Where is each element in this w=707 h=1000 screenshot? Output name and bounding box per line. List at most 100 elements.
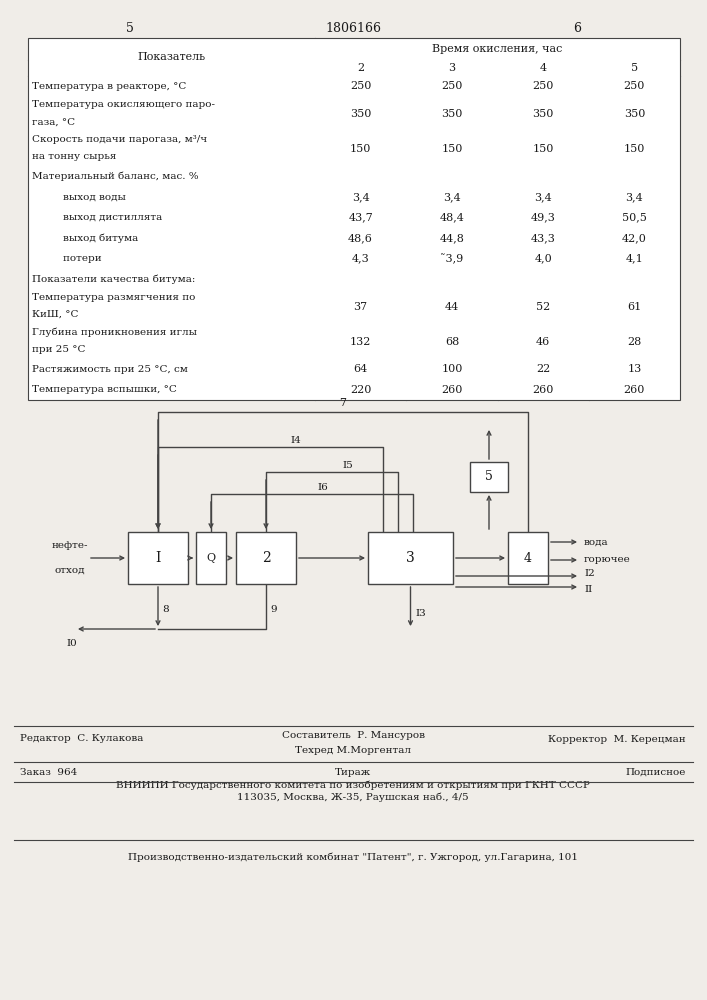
- Text: 42,0: 42,0: [622, 233, 647, 243]
- Text: Составитель  Р. Мансуров: Составитель Р. Мансуров: [281, 731, 424, 740]
- Text: 64: 64: [354, 364, 368, 374]
- Text: 3: 3: [448, 63, 455, 73]
- Text: 113035, Москва, Ж-35, Раушская наб., 4/5: 113035, Москва, Ж-35, Раушская наб., 4/5: [237, 792, 469, 802]
- Text: 4: 4: [539, 63, 547, 73]
- Text: 68: 68: [445, 337, 459, 347]
- Text: Корректор  М. Керецман: Корректор М. Керецман: [549, 736, 686, 744]
- Text: 49,3: 49,3: [531, 212, 556, 222]
- Text: Техред М.Моргентал: Техред М.Моргентал: [295, 746, 411, 755]
- Text: Температура вспышки, °С: Температура вспышки, °С: [32, 385, 177, 394]
- Text: Подписное: Подписное: [626, 768, 686, 777]
- Text: 6: 6: [573, 22, 581, 35]
- Text: I0: I0: [66, 639, 77, 648]
- Text: 350: 350: [624, 109, 645, 119]
- Text: потери: потери: [50, 254, 102, 263]
- Text: 8: 8: [162, 604, 169, 613]
- Text: I: I: [156, 551, 160, 565]
- Text: 48,4: 48,4: [440, 212, 464, 222]
- Text: Тираж: Тираж: [335, 768, 371, 777]
- Text: 3: 3: [406, 551, 415, 565]
- Text: 150: 150: [350, 144, 371, 154]
- Text: 150: 150: [624, 144, 645, 154]
- Text: 260: 260: [532, 385, 554, 395]
- Text: I6: I6: [317, 483, 328, 492]
- Text: I2: I2: [584, 570, 595, 578]
- Text: 9: 9: [270, 604, 276, 613]
- Text: Редактор  С. Кулакова: Редактор С. Кулакова: [20, 734, 144, 743]
- Text: 350: 350: [350, 109, 371, 119]
- Text: 2: 2: [262, 551, 270, 565]
- Text: 3,4: 3,4: [443, 192, 461, 202]
- Text: 100: 100: [441, 364, 462, 374]
- Text: 50,5: 50,5: [622, 212, 647, 222]
- Text: 3,4: 3,4: [626, 192, 643, 202]
- Text: 22: 22: [536, 364, 550, 374]
- Bar: [28, 38, 680, 400]
- Text: 4,1: 4,1: [626, 254, 643, 264]
- Text: КиШ, °С: КиШ, °С: [32, 310, 78, 319]
- Text: ˜3,9: ˜3,9: [440, 253, 464, 264]
- Text: выход битума: выход битума: [50, 233, 139, 243]
- Text: 250: 250: [624, 81, 645, 91]
- Text: Материальный баланс, мас. %: Материальный баланс, мас. %: [32, 172, 199, 181]
- Text: выход дистиллята: выход дистиллята: [50, 213, 162, 222]
- Text: 250: 250: [532, 81, 554, 91]
- Text: I3: I3: [416, 609, 426, 618]
- Text: I5: I5: [342, 461, 353, 470]
- Text: Растяжимость при 25 °С, см: Растяжимость при 25 °С, см: [32, 365, 188, 374]
- Text: 44: 44: [445, 302, 459, 312]
- Text: 350: 350: [532, 109, 554, 119]
- Text: 3,4: 3,4: [352, 192, 370, 202]
- Text: нефте-: нефте-: [52, 541, 88, 550]
- Text: 48,6: 48,6: [348, 233, 373, 243]
- Text: выход воды: выход воды: [50, 192, 126, 201]
- Text: 5: 5: [631, 63, 638, 73]
- Text: горючее: горючее: [584, 556, 631, 564]
- Text: ВНИИПИ Государственного комитета по изобретениям и открытиям при ГКНТ СССР: ВНИИПИ Государственного комитета по изоб…: [116, 780, 590, 790]
- Bar: [128, 532, 188, 584]
- Text: 52: 52: [536, 302, 550, 312]
- Text: 4,3: 4,3: [352, 254, 370, 264]
- Text: II: II: [584, 584, 592, 593]
- Text: Производственно-издательский комбинат "Патент", г. Ужгород, ул.Гагарина, 101: Производственно-издательский комбинат "П…: [128, 852, 578, 861]
- Text: 13: 13: [627, 364, 641, 374]
- Bar: [508, 532, 548, 584]
- Bar: [368, 532, 453, 584]
- Text: Температура окисляющего паро-: Температура окисляющего паро-: [32, 100, 215, 109]
- Text: 1806166: 1806166: [325, 22, 381, 35]
- Text: 4: 4: [524, 552, 532, 564]
- Text: при 25 °С: при 25 °С: [32, 345, 86, 354]
- Text: газа, °С: газа, °С: [32, 117, 75, 126]
- Text: Показатели качества битума:: Показатели качества битума:: [32, 274, 195, 284]
- Text: 350: 350: [441, 109, 462, 119]
- Text: I4: I4: [291, 436, 301, 445]
- Text: 132: 132: [350, 337, 371, 347]
- Text: 150: 150: [441, 144, 462, 154]
- Text: Заказ  964: Заказ 964: [20, 768, 77, 777]
- Text: Q: Q: [206, 553, 216, 563]
- Text: отход: отход: [54, 566, 86, 575]
- Text: Глубина проникновения иглы: Глубина проникновения иглы: [32, 327, 197, 337]
- Text: 150: 150: [532, 144, 554, 154]
- Text: 5: 5: [126, 22, 134, 35]
- Text: вода: вода: [584, 538, 609, 546]
- Bar: [236, 532, 296, 584]
- Text: 44,8: 44,8: [440, 233, 464, 243]
- Text: Температура размягчения по: Температура размягчения по: [32, 293, 195, 302]
- Text: 4,0: 4,0: [534, 254, 552, 264]
- Text: 37: 37: [354, 302, 368, 312]
- Text: 250: 250: [441, 81, 462, 91]
- Text: 2: 2: [357, 63, 364, 73]
- Text: 260: 260: [624, 385, 645, 395]
- Text: 43,7: 43,7: [349, 212, 373, 222]
- Text: 7: 7: [339, 398, 346, 408]
- Text: 43,3: 43,3: [531, 233, 556, 243]
- Text: 260: 260: [441, 385, 462, 395]
- Text: 28: 28: [627, 337, 641, 347]
- Text: 250: 250: [350, 81, 371, 91]
- Text: 3,4: 3,4: [534, 192, 552, 202]
- Bar: [196, 532, 226, 584]
- Text: 61: 61: [627, 302, 641, 312]
- Text: Показатель: Показатель: [137, 52, 206, 62]
- Text: 220: 220: [350, 385, 371, 395]
